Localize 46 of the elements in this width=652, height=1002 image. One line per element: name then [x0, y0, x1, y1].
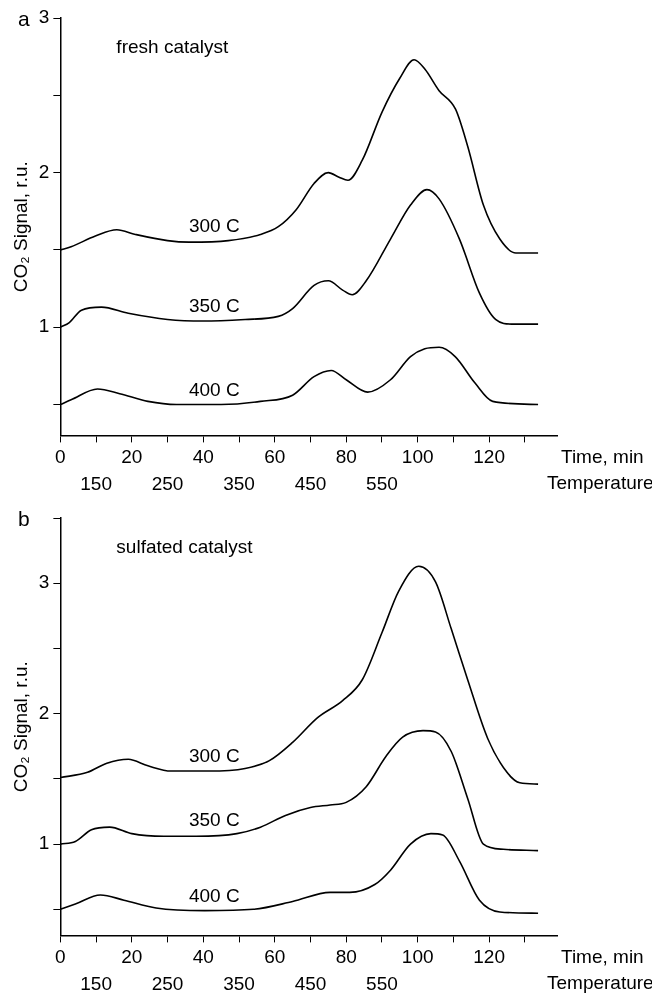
- x2-tick-label: 150: [80, 472, 112, 494]
- x-tick-label: 60: [264, 946, 286, 968]
- annotation: fresh catalyst: [116, 36, 230, 58]
- x-tick-label: 120: [473, 446, 505, 468]
- y-tick-label: 2: [38, 160, 50, 182]
- x2-tick-label: 550: [366, 472, 398, 494]
- x-tick-label: 60: [264, 446, 286, 468]
- series-label: 300 C: [188, 744, 240, 766]
- x-tick-label: 20: [121, 946, 143, 968]
- x2-tick-label: 450: [294, 472, 327, 494]
- x2-axis-title: Temperature: [547, 972, 652, 994]
- x-axis-title: Time, min: [561, 445, 644, 467]
- x2-tick-label: 450: [294, 972, 327, 994]
- x-tick-label: 0: [55, 446, 66, 468]
- y-tick-label: 3: [38, 571, 50, 593]
- x-tick-label: 80: [335, 446, 357, 468]
- y-tick-label: 1: [38, 315, 50, 337]
- x2-tick-label: 350: [223, 972, 255, 994]
- x-tick-label: 100: [401, 446, 434, 468]
- x2-axis-title: Temperature: [547, 472, 652, 494]
- x-tick-label: 100: [401, 946, 434, 968]
- y-tick-label: 3: [38, 6, 50, 28]
- x-tick-label: 80: [335, 946, 357, 968]
- series-label: 400 C: [188, 884, 240, 906]
- chart-title: a: [18, 6, 30, 30]
- x-tick-label: 40: [192, 446, 214, 468]
- x-tick-label: 0: [55, 946, 66, 968]
- x2-tick-label: 250: [151, 472, 184, 494]
- x-tick-label: 40: [192, 946, 214, 968]
- series-label: 300 C: [188, 215, 240, 237]
- y-tick-label: 2: [38, 701, 50, 723]
- x-tick-label: 20: [121, 446, 143, 468]
- x2-tick-label: 350: [223, 472, 255, 494]
- annotation: sulfated catalyst: [116, 536, 254, 558]
- series-label: 350 C: [188, 294, 240, 316]
- y-axis-title: CO₂ Signal, r.u.: [9, 161, 31, 293]
- series-label: 350 C: [188, 809, 240, 831]
- y-tick-label: 1: [38, 832, 50, 854]
- series-label: 400 C: [188, 378, 240, 400]
- x-axis-title: Time, min: [561, 945, 644, 967]
- x-tick-label: 120: [473, 946, 505, 968]
- x2-tick-label: 550: [366, 972, 398, 994]
- x2-tick-label: 250: [151, 972, 184, 994]
- chart-title: b: [18, 506, 30, 530]
- x2-tick-label: 150: [80, 972, 112, 994]
- y-axis-title: CO₂ Signal, r.u.: [9, 661, 31, 793]
